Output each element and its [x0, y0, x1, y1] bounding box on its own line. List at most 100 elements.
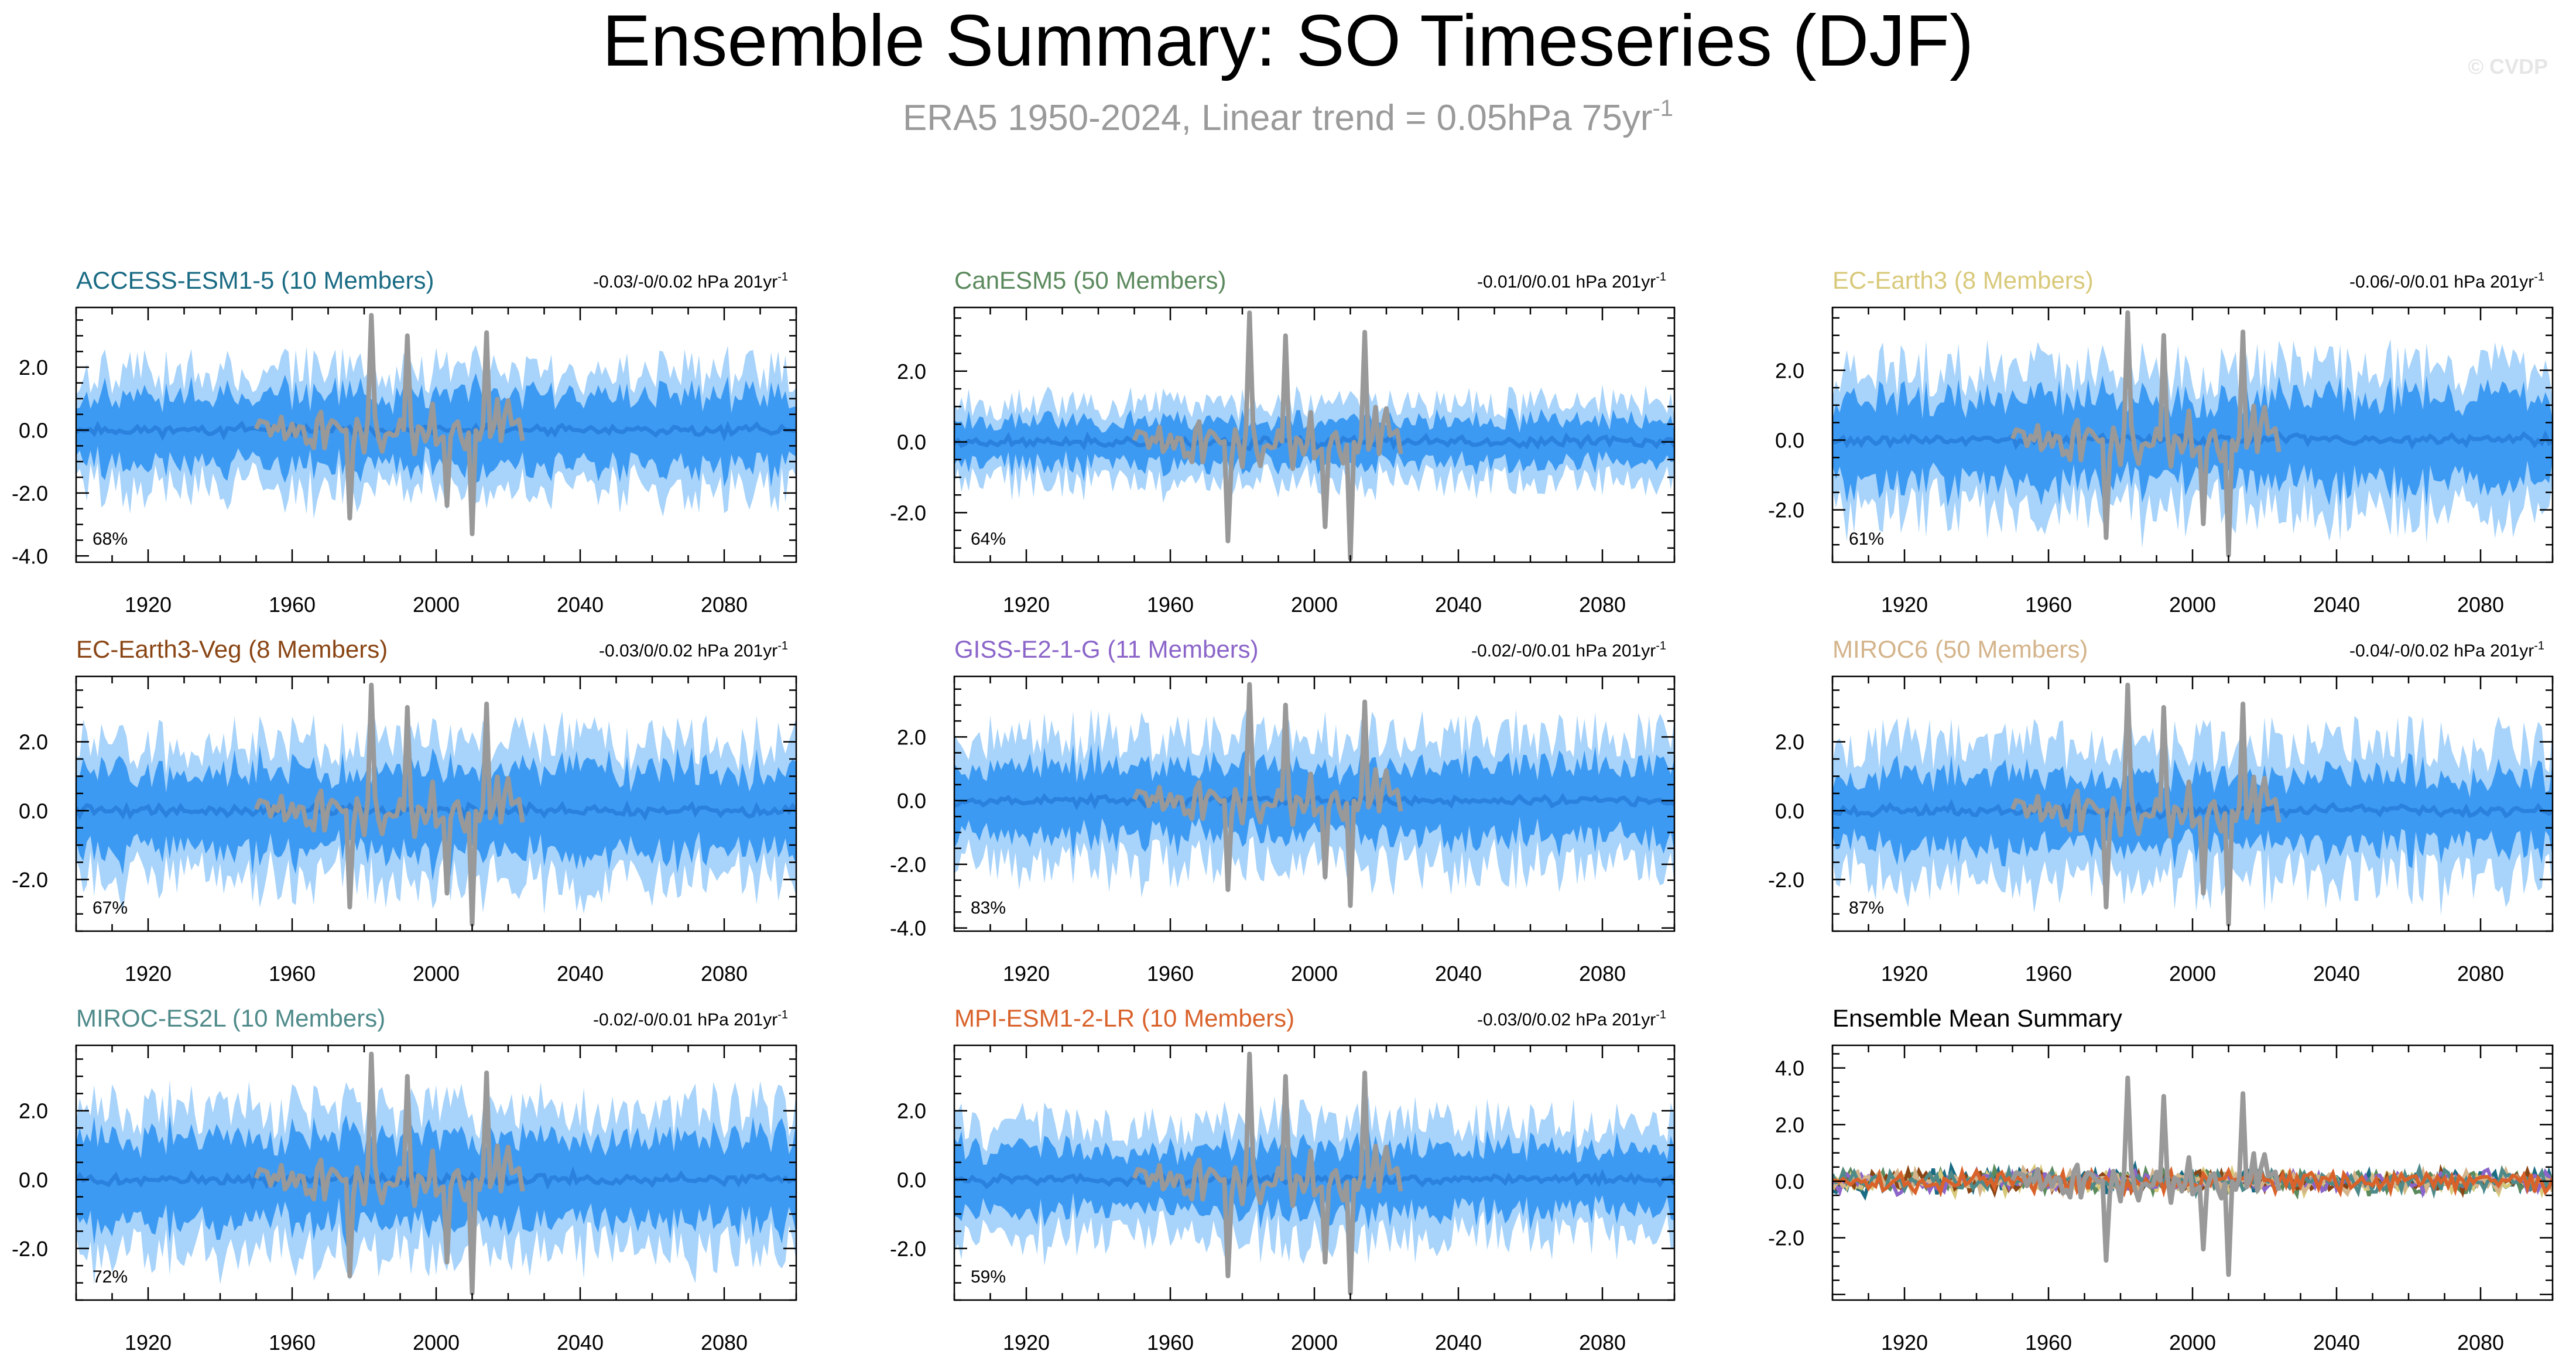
observed-line: [2010, 682, 2282, 927]
panel-title: MPI-ESM1-2-LR (10 Members): [954, 1004, 1294, 1032]
y-tick-label: -4.0: [12, 544, 48, 568]
panel-title: CanESM5 (50 Members): [954, 266, 1226, 294]
y-tick-label: -2.0: [12, 868, 48, 892]
trend-exponent: -1: [777, 1008, 788, 1021]
panel-miroc6: 1920 1960 2000 2040 2080 -2.0 0.0 2.0 MIROC6 (50…: [1768, 635, 2554, 986]
x-tick-label: 2040: [2313, 1331, 2360, 1355]
x-tick-label: 1920: [1003, 962, 1050, 986]
trend-text: -0.02/-0/0.01 hPa 201yr: [1471, 641, 1656, 661]
plot-area: [76, 313, 796, 536]
panel-miroc-es2l: 1920 1960 2000 2040 2080 -2.0 0.0 2.0 MIROC-ES2L…: [12, 1004, 797, 1355]
panel-title: EC-Earth3 (8 Members): [1832, 266, 2094, 294]
x-tick-label: 2000: [413, 962, 460, 986]
percent-label: 67%: [93, 898, 128, 918]
panel-canesm5: 1920 1960 2000 2040 2080 -2.0 0.0 2.0 CanESM5 (5…: [890, 266, 1676, 617]
figure-subtitle: ERA5 1950-2024, Linear trend = 0.05hPa 7…: [903, 95, 1673, 138]
panel-mpi-esm1-2-lr: 1920 1960 2000 2040 2080 -2.0 0.0 2.0 MPI-ESM1-2…: [890, 1004, 1676, 1355]
observed-line: [254, 682, 525, 927]
y-tick-label: 0.0: [897, 1168, 926, 1192]
panel-ec-earth3: 1920 1960 2000 2040 2080 -2.0 0.0 2.0 EC-Earth3 …: [1768, 266, 2554, 617]
panel-access-esm1-5: 1920 1960 2000 2040 2080 -4.0 -2.0 0.0 2.0 ACCESS…: [12, 266, 797, 617]
percent-label: 83%: [971, 898, 1006, 918]
y-tick-label: 4.0: [1775, 1056, 1804, 1080]
trend-text: -0.03/0/0.02 hPa 201yr: [1477, 1010, 1656, 1030]
x-tick-label: 1960: [1147, 962, 1194, 986]
x-tick-label: 1920: [125, 962, 172, 986]
observed-line: [254, 313, 525, 536]
x-tick-label: 1960: [2025, 1331, 2072, 1355]
panel-ec-earth3-veg: 1920 1960 2000 2040 2080 -2.0 0.0 2.0 EC-Earth3-…: [12, 635, 797, 986]
panel-title: ACCESS-ESM1-5 (10 Members): [76, 266, 434, 294]
panel-grid: 1920 1960 2000 2040 2080 -4.0 -2.0 0.0 2.0 ACCESS…: [12, 266, 2554, 1355]
x-tick-label: 1960: [2025, 962, 2072, 986]
y-tick-label: 0.0: [19, 799, 48, 823]
y-tick-label: 2.0: [1775, 730, 1804, 754]
x-tick-label: 2080: [701, 962, 748, 986]
y-tick-label: -2.0: [12, 481, 48, 505]
panel-title: MIROC6 (50 Members): [1832, 635, 2088, 663]
x-tick-label: 2080: [2457, 962, 2504, 986]
plot-area: [1832, 1075, 2553, 1277]
percent-label: 87%: [1849, 898, 1884, 918]
y-tick-label: 2.0: [1775, 1113, 1804, 1137]
x-tick-label: 2000: [413, 1331, 460, 1355]
x-tick-label: 2040: [557, 962, 604, 986]
y-tick-label: -2.0: [890, 501, 926, 525]
x-tick-label: 2040: [1435, 1331, 1482, 1355]
trend-exponent: -1: [1656, 271, 1666, 283]
x-tick-label: 2000: [2169, 962, 2216, 986]
x-tick-label: 2000: [1291, 593, 1338, 617]
observed-line: [2010, 310, 2282, 558]
plot-area: [954, 310, 1674, 561]
x-tick-label: 2080: [701, 593, 748, 617]
y-tick-label: 2.0: [1775, 358, 1804, 382]
y-tick-label: 2.0: [19, 355, 48, 379]
y-tick-label: -2.0: [12, 1237, 48, 1261]
x-tick-label: 2040: [1435, 593, 1482, 617]
x-tick-label: 2080: [1579, 1331, 1626, 1355]
x-tick-label: 2080: [701, 1331, 748, 1355]
trend-label: -0.03/0/0.02 hPa 201yr-1: [599, 639, 788, 661]
x-tick-label: 2000: [2169, 593, 2216, 617]
trend-text: -0.01/0/0.01 hPa 201yr: [1477, 272, 1656, 292]
trend-label: -0.03/0/0.02 hPa 201yr-1: [1477, 1008, 1666, 1030]
plot-area: [76, 1051, 796, 1296]
y-tick-label: -2.0: [1768, 498, 1804, 522]
panel-title: EC-Earth3-Veg (8 Members): [76, 635, 388, 663]
figure-title: Ensemble Summary: SO Timeseries (DJF): [602, 1, 1974, 81]
x-tick-label: 2080: [2457, 593, 2504, 617]
trend-label: -0.01/0/0.01 hPa 201yr-1: [1477, 271, 1666, 292]
trend-text: -0.04/-0/0.02 hPa 201yr: [2349, 641, 2534, 661]
trend-label: -0.03/-0/0.02 hPa 201yr-1: [593, 271, 788, 292]
trend-exponent: -1: [777, 639, 788, 652]
x-tick-label: 1920: [1881, 593, 1928, 617]
percent-label: 68%: [93, 529, 128, 549]
trend-exponent: -1: [2534, 271, 2544, 283]
y-tick-label: 2.0: [897, 1099, 926, 1123]
panel-title: Ensemble Mean Summary: [1832, 1004, 2122, 1032]
plot-area: [954, 1051, 1674, 1296]
x-tick-label: 2040: [557, 593, 604, 617]
panel-title: GISS-E2-1-G (11 Members): [954, 635, 1259, 663]
y-tick-label: 2.0: [19, 730, 48, 754]
x-tick-label: 1920: [1881, 1331, 1928, 1355]
y-tick-label: 0.0: [897, 430, 926, 454]
x-tick-label: 2040: [2313, 962, 2360, 986]
y-tick-label: -2.0: [890, 853, 926, 877]
trend-exponent: -1: [777, 271, 788, 283]
y-tick-label: -2.0: [1768, 868, 1804, 892]
subtitle-exponent: -1: [1652, 95, 1673, 121]
x-tick-label: 2040: [2313, 593, 2360, 617]
percent-label: 59%: [971, 1267, 1006, 1287]
y-tick-label: -2.0: [890, 1237, 926, 1261]
trend-text: -0.03/0/0.02 hPa 201yr: [599, 641, 777, 661]
observed-line: [254, 1051, 525, 1296]
trend-label: -0.02/-0/0.01 hPa 201yr-1: [1471, 639, 1666, 661]
x-tick-label: 1920: [125, 593, 172, 617]
x-tick-label: 1960: [1147, 1331, 1194, 1355]
trend-exponent: -1: [1656, 639, 1666, 652]
x-tick-label: 2000: [1291, 1331, 1338, 1355]
x-tick-label: 2080: [2457, 1331, 2504, 1355]
percent-label: 61%: [1849, 529, 1884, 549]
